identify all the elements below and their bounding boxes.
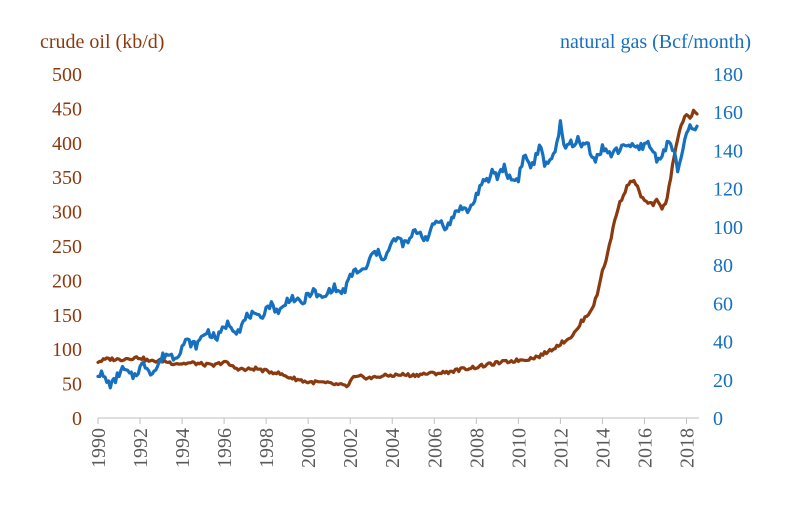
x-tick-label: 2004	[382, 428, 404, 468]
right-tick-label: 160	[713, 102, 743, 124]
x-tick-label: 2010	[508, 428, 530, 468]
left-tick-label: 0	[72, 408, 82, 430]
right-tick-label: 20	[713, 370, 733, 392]
right-tick-label: 0	[713, 408, 723, 430]
left-tick-label: 150	[52, 305, 82, 327]
x-axis-ticks: 1990 1992 1994 1996 1998 2000 2002 2004 2006 2008…	[88, 418, 698, 468]
left-tick-label: 350	[52, 167, 82, 189]
right-tick-label: 120	[713, 179, 743, 201]
left-axis-title: crude oil (kb/d)	[40, 31, 165, 53]
series-layer	[96, 108, 699, 390]
right-tick-label: 180	[713, 64, 743, 86]
left-tick-label: 200	[52, 270, 82, 292]
right-tick-label: 100	[713, 217, 743, 239]
x-tick-label: 1994	[172, 428, 194, 468]
x-tick-label: 2002	[340, 428, 362, 468]
x-tick-label: 1998	[256, 428, 278, 468]
x-tick-label: 2006	[424, 428, 446, 468]
right-tick-label: 80	[713, 255, 733, 277]
crude-oil-line	[96, 108, 699, 389]
x-tick-label: 2014	[592, 428, 614, 468]
natural-gas-line	[96, 119, 699, 390]
right-axis-ticks: 0 20 40 60 80 100 120 140 160 180	[713, 64, 743, 430]
left-tick-label: 50	[62, 374, 82, 396]
right-tick-label: 40	[713, 332, 733, 354]
right-tick-label: 140	[713, 140, 743, 162]
left-tick-label: 250	[52, 236, 82, 258]
x-tick-label: 1992	[130, 428, 152, 468]
left-tick-label: 300	[52, 202, 82, 224]
x-tick-label: 2016	[634, 428, 656, 468]
x-tick-label: 1996	[214, 428, 236, 468]
right-axis-title: natural gas (Bcf/month)	[559, 31, 751, 53]
left-tick-label: 500	[52, 64, 82, 86]
left-tick-label: 100	[52, 339, 82, 361]
left-axis-ticks: 0 50 100 150 200 250 300 350 400 450 500	[52, 64, 82, 430]
x-tick-label: 2018	[676, 428, 698, 468]
x-tick-label: 2008	[466, 428, 488, 468]
right-tick-label: 60	[713, 293, 733, 315]
x-tick-label: 1990	[88, 428, 110, 468]
left-tick-label: 450	[52, 98, 82, 120]
x-tick-label: 2012	[550, 428, 572, 468]
x-tick-label: 2000	[298, 428, 320, 468]
left-tick-label: 400	[52, 133, 82, 155]
